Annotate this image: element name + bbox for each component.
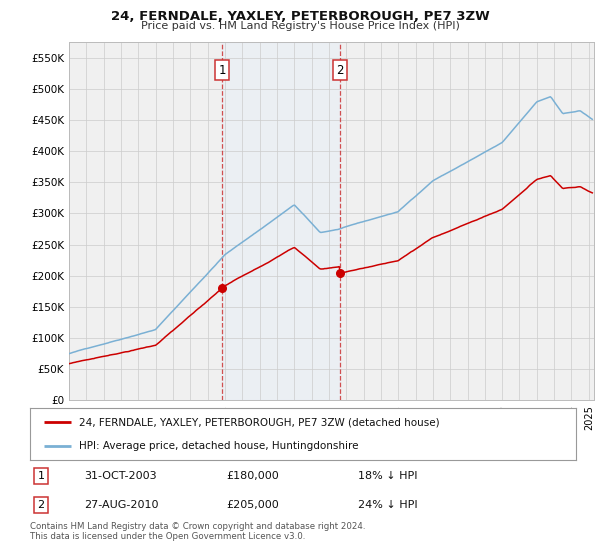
Text: 24, FERNDALE, YAXLEY, PETERBOROUGH, PE7 3ZW (detached house): 24, FERNDALE, YAXLEY, PETERBOROUGH, PE7 … [79,417,440,427]
Text: £205,000: £205,000 [227,500,280,510]
Text: 27-AUG-2010: 27-AUG-2010 [85,500,159,510]
Text: £180,000: £180,000 [227,472,280,481]
Text: Contains HM Land Registry data © Crown copyright and database right 2024.
This d: Contains HM Land Registry data © Crown c… [30,522,365,542]
Text: 2: 2 [337,63,344,77]
Text: 1: 1 [218,63,226,77]
Text: HPI: Average price, detached house, Huntingdonshire: HPI: Average price, detached house, Hunt… [79,441,359,451]
Text: 31-OCT-2003: 31-OCT-2003 [85,472,157,481]
Text: 1: 1 [37,472,44,481]
Bar [222,42,340,400]
Text: 18% ↓ HPI: 18% ↓ HPI [358,472,417,481]
Text: 2: 2 [37,500,44,510]
Text: Price paid vs. HM Land Registry's House Price Index (HPI): Price paid vs. HM Land Registry's House … [140,21,460,31]
Text: 24, FERNDALE, YAXLEY, PETERBOROUGH, PE7 3ZW: 24, FERNDALE, YAXLEY, PETERBOROUGH, PE7 … [110,10,490,23]
Text: 24% ↓ HPI: 24% ↓ HPI [358,500,417,510]
